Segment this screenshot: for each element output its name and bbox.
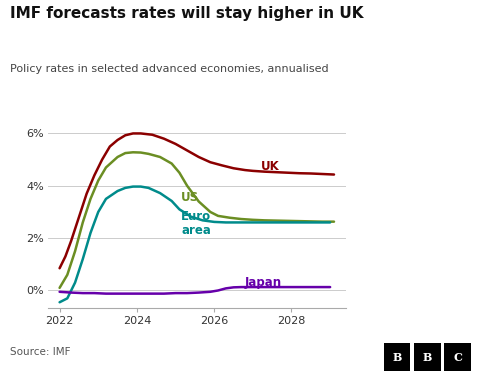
Text: Source: IMF: Source: IMF — [10, 347, 70, 357]
Text: IMF forecasts rates will stay higher in UK: IMF forecasts rates will stay higher in … — [10, 6, 363, 21]
Text: Euro
area: Euro area — [181, 210, 212, 237]
Text: US: US — [181, 191, 200, 204]
Text: C: C — [453, 352, 462, 363]
Text: UK: UK — [261, 160, 279, 174]
Text: Policy rates in selected advanced economies, annualised: Policy rates in selected advanced econom… — [10, 64, 328, 74]
Text: B: B — [393, 352, 402, 363]
Text: B: B — [423, 352, 432, 363]
Text: Japan: Japan — [245, 276, 282, 289]
